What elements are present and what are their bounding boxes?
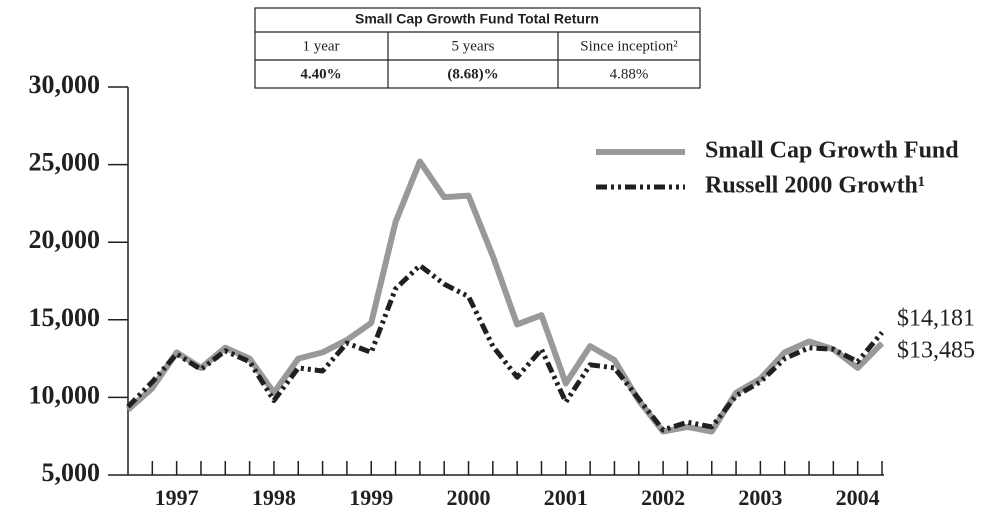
legend-label: Small Cap Growth Fund [705, 138, 959, 164]
y-tick-label: 30,000 [29, 70, 101, 99]
y-tick-label: 5,000 [42, 458, 101, 487]
y-tick-label: 25,000 [29, 148, 101, 177]
end-label: $13,485 [897, 338, 975, 364]
x-tick-label: 2002 [641, 485, 685, 510]
x-tick-label: 1998 [252, 485, 296, 510]
y-tick-label: 20,000 [29, 225, 101, 254]
x-tick-label: 2004 [836, 485, 880, 510]
table-cell: 4.88% [610, 66, 649, 82]
y-tick-label: 10,000 [29, 380, 101, 409]
table-header: Since inception² [580, 38, 678, 54]
x-tick-label: 2000 [447, 485, 491, 510]
series-line [126, 158, 885, 435]
table-header: 5 years [452, 38, 495, 54]
table-title: Small Cap Growth Fund Total Return [355, 11, 599, 27]
series-line [126, 262, 884, 433]
table-cell: 4.40% [300, 66, 341, 82]
return-table [254, 7, 701, 89]
end-label: $14,181 [897, 306, 975, 332]
x-tick-label: 2003 [738, 485, 782, 510]
legend-label: Russell 2000 Growth¹ [705, 173, 925, 199]
y-tick-label: 15,000 [29, 303, 101, 332]
table-header: 1 year [302, 38, 339, 54]
x-tick-label: 1997 [155, 485, 199, 510]
x-tick-label: 1999 [349, 485, 393, 510]
x-tick-label: 2001 [544, 485, 588, 510]
table-border [254, 7, 701, 89]
table-cell: (8.68)% [447, 66, 498, 82]
